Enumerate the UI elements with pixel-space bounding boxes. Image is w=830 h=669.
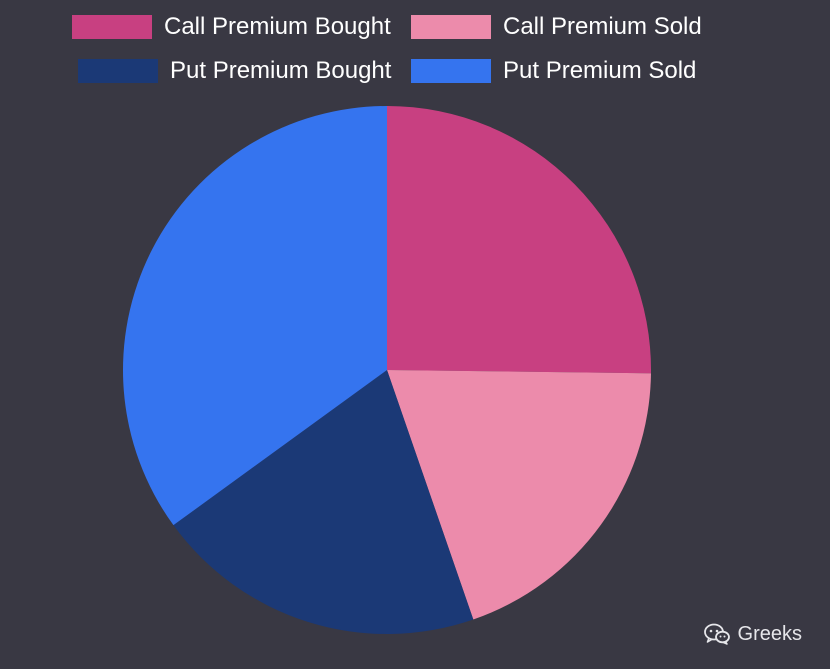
pie-slice-put-premium-sold[interactable] [122, 106, 387, 526]
legend-label-call-premium-sold: Call Premium Sold [503, 13, 702, 40]
pie-slice-call-premium-bought[interactable] [387, 106, 652, 374]
legend-item-call-premium-sold[interactable]: Call Premium Sold [411, 14, 711, 40]
legend-label-put-premium-bought: Put Premium Bought [170, 57, 392, 84]
wechat-icon [703, 623, 730, 645]
legend-label-call-premium-bought: Call Premium Bought [164, 13, 391, 40]
legend-swatch-call-premium-bought [72, 15, 152, 39]
legend-swatch-call-premium-sold [411, 15, 491, 39]
watermark-text: Greeks [737, 622, 802, 645]
watermark: Greeks [703, 622, 802, 645]
pie-slice-put-premium-bought[interactable] [173, 370, 474, 635]
legend-label-put-premium-sold: Put Premium Sold [503, 57, 697, 84]
pie-slice-call-premium-sold[interactable] [387, 370, 651, 620]
legend-item-put-premium-sold[interactable]: Put Premium Sold [411, 58, 711, 84]
legend-swatch-put-premium-sold [411, 59, 491, 83]
legend-swatch-put-premium-bought [78, 59, 158, 83]
legend-item-call-premium-bought[interactable]: Call Premium Bought [72, 14, 402, 40]
legend-item-put-premium-bought[interactable]: Put Premium Bought [78, 58, 408, 84]
